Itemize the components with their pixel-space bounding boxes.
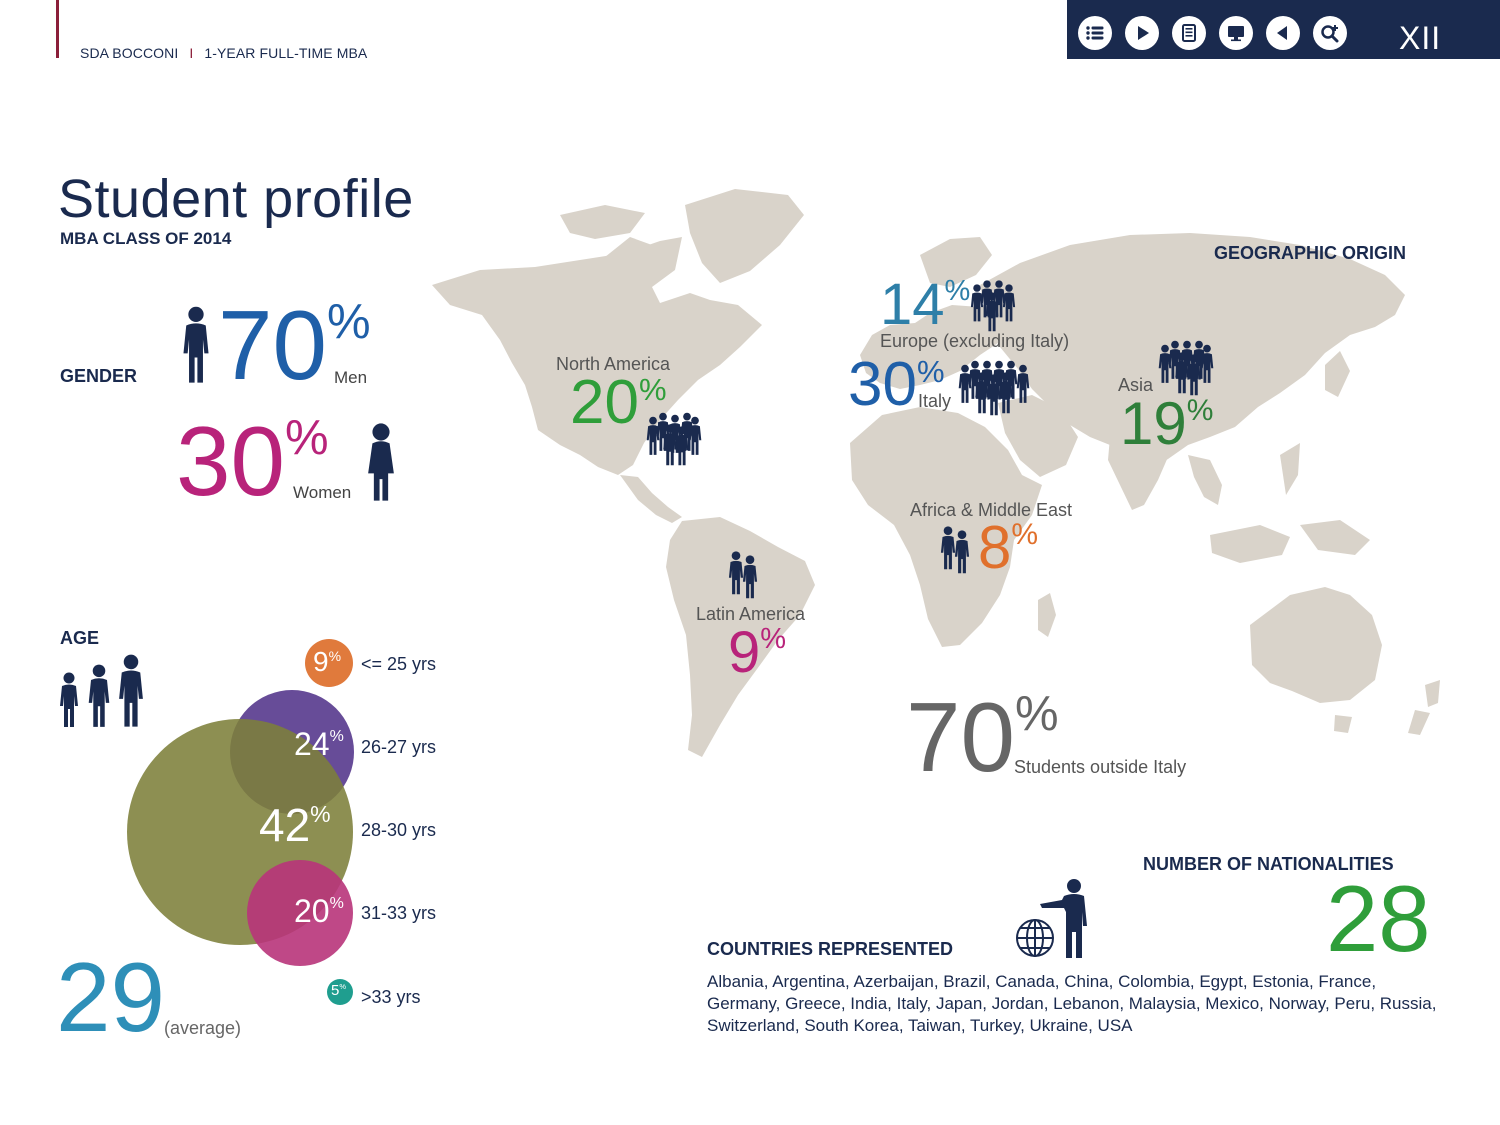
latin-america-value: 9% xyxy=(728,620,787,685)
list-button[interactable] xyxy=(1078,16,1112,50)
list-icon xyxy=(1086,26,1104,40)
page-subtitle: MBA CLASS OF 2014 xyxy=(60,229,232,248)
geographic-origin-label: GEOGRAPHIC ORIGIN xyxy=(1214,243,1407,263)
gender-label: GENDER xyxy=(60,366,138,386)
africa-middle-east-value: 8% xyxy=(978,514,1039,581)
program-name: 1-YEAR FULL-TIME MBA xyxy=(204,45,368,61)
women-caption: Women xyxy=(293,483,352,502)
europe-crowd-icon xyxy=(970,280,1016,332)
nationalities-value: 28 xyxy=(1326,866,1431,971)
document-icon xyxy=(1182,24,1196,42)
age-28-30-label: 28-30 yrs xyxy=(361,820,437,840)
age-bubble-31-33 xyxy=(247,860,353,966)
age-bubble-over-33 xyxy=(327,979,353,1005)
age-31-33-value: 20% xyxy=(294,893,344,929)
countries-label: COUNTRIES REPRESENTED xyxy=(707,939,954,959)
page-number: XII xyxy=(1399,20,1442,56)
back-button[interactable] xyxy=(1266,16,1300,50)
italy-value: 30% xyxy=(848,350,945,419)
age-under-25-label: <= 25 yrs xyxy=(361,654,437,674)
europe-label: Europe (excluding Italy) xyxy=(880,331,1070,351)
north-america-label: North America xyxy=(556,354,671,374)
back-icon xyxy=(1277,26,1287,40)
map-land xyxy=(432,189,1440,757)
italy-label: Italy xyxy=(918,391,952,411)
outside-italy-value: 70% xyxy=(906,682,1059,792)
countries-list: Albania, Argentina, Azerbaijan, Brazil, … xyxy=(707,972,1437,1035)
age-label: AGE xyxy=(60,628,100,648)
africa-middle-east-label: Africa & Middle East xyxy=(910,500,1073,520)
age-bubble-chart xyxy=(127,639,354,1005)
brand-name: SDA BOCCONI xyxy=(80,45,179,61)
age-31-33-label: 31-33 yrs xyxy=(361,903,437,923)
play-button[interactable] xyxy=(1125,16,1159,50)
italy-crowd-icon xyxy=(958,360,1030,416)
men-percentage: 70% xyxy=(218,290,371,400)
nationalities-label: NUMBER OF NATIONALITIES xyxy=(1143,854,1394,874)
toolbar: XII xyxy=(1067,0,1500,59)
asia-label: Asia xyxy=(1118,375,1154,395)
age-26-27-value: 24% xyxy=(294,726,344,762)
average-age-caption: (average) xyxy=(164,1018,242,1038)
europe-value: 14% xyxy=(880,272,971,337)
men-caption: Men xyxy=(334,368,368,387)
latin-america-label: Latin America xyxy=(696,604,806,624)
zoom-button[interactable] xyxy=(1313,16,1347,50)
north-america-value: 20% xyxy=(570,368,667,437)
outside-italy-caption: Students outside Italy xyxy=(1014,757,1187,777)
age-28-30-value: 42% xyxy=(259,799,331,851)
age-26-27-label: 26-27 yrs xyxy=(361,737,437,757)
zoom-icon xyxy=(1321,25,1339,43)
globe-presenter-icon xyxy=(1016,879,1087,958)
africa-crowd-icon xyxy=(940,526,970,574)
asia-value: 19% xyxy=(1120,390,1214,457)
latin-america-crowd-icon xyxy=(728,551,758,599)
play-icon xyxy=(1138,26,1149,40)
woman-icon xyxy=(364,422,398,502)
document-button[interactable] xyxy=(1172,16,1206,50)
average-age-value: 29 xyxy=(56,942,166,1052)
page-title: Student profile xyxy=(58,169,414,229)
age-over-33-value: 5% xyxy=(331,982,347,999)
women-percentage: 30% xyxy=(176,406,329,516)
breadcrumb: SDA BOCCONI I 1-YEAR FULL-TIME MBA xyxy=(80,45,367,61)
man-icon xyxy=(180,306,212,384)
age-over-33-label: >33 yrs xyxy=(361,987,421,1007)
age-under-25-value: 9% xyxy=(313,646,342,677)
age-bubble-under-25 xyxy=(305,639,353,687)
north-america-crowd-icon xyxy=(646,412,702,466)
header-accent-bar xyxy=(56,0,59,58)
asia-crowd-icon xyxy=(1158,340,1214,396)
monitor-icon xyxy=(1228,26,1244,42)
breadcrumb-separator: I xyxy=(189,45,194,61)
world-map xyxy=(432,189,1440,757)
monitor-button[interactable] xyxy=(1219,16,1253,50)
